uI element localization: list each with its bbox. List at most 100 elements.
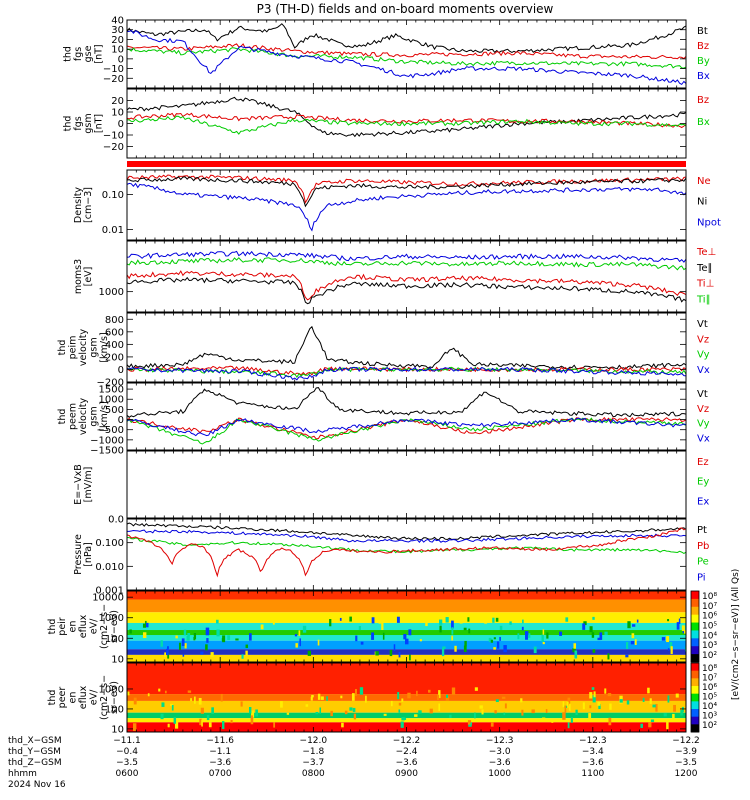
y-axis-label: (cm2−s−: [99, 604, 110, 649]
y-axis-label: moms3: [73, 259, 84, 294]
panel-3: 0.10 0.01 Density [cm−3] Ne Ni Npot: [73, 169, 721, 241]
legend-Vx: Vx: [697, 433, 710, 444]
legend-Bz: Bz: [697, 41, 709, 52]
x-tick-label: 1100: [581, 769, 604, 779]
x-tick-label: −3.6: [396, 758, 418, 768]
x-tick-label: −3.9: [675, 747, 697, 757]
figure-title: P3 (TH-D) fields and on-board moments ov…: [257, 2, 554, 16]
y-axis-label: sr−eV): [109, 610, 120, 643]
y-tick-label: 500: [105, 405, 124, 416]
spectrogram-10: [127, 663, 686, 732]
y-tick-label: 100: [105, 704, 124, 715]
colorbar-tick-label: 10³: [702, 712, 717, 722]
y-tick-label: 0.100: [95, 538, 124, 549]
series-Pb: [127, 527, 686, 578]
series-Pt: [127, 522, 686, 541]
x-tick-label: 1200: [675, 769, 698, 779]
series-Ti⊥: [127, 250, 686, 263]
legend-Ne: Ne: [697, 176, 711, 187]
y-tick-label: 0.010: [95, 562, 124, 573]
x-tick-label: 0900: [395, 769, 418, 779]
y-tick-label: 0: [118, 119, 124, 130]
x-axis-row-label: thd_X−GSM: [8, 736, 62, 746]
y-tick-label: 1000: [99, 684, 124, 695]
date-label: 2024 Nov 16: [8, 780, 66, 790]
y-axis-label: gsm: [88, 406, 99, 426]
spectrogram-9: [127, 591, 686, 662]
y-tick-label: 600: [105, 327, 124, 338]
x-tick-label: −1.1: [209, 747, 231, 757]
x-tick-label: −3.4: [582, 747, 604, 757]
legend-Ex: Ex: [697, 496, 709, 507]
y-tick-label: 30: [111, 25, 124, 36]
colorbar-tick-label: 10⁸: [702, 592, 717, 602]
panel-4: 1000 moms3 [eV] Te⊥ Te∥ Ti⊥ Ti∥: [73, 240, 716, 313]
x-axis-row-label: hhmm: [8, 769, 37, 779]
legend-Vx: Vx: [697, 365, 710, 376]
legend-Pi: Pi: [697, 572, 706, 583]
y-tick-label: 10: [111, 108, 124, 119]
y-tick-label: −1000: [90, 435, 124, 446]
x-tick-label: −11.6: [206, 736, 234, 746]
legend-Npot: Npot: [697, 217, 721, 228]
legend-Vt: Vt: [697, 319, 708, 330]
series-Ti∥: [127, 257, 686, 271]
colorbar-label: [eV/(cm2−s−sr−eV)] (All Qs): [731, 569, 741, 700]
y-axis-label: eV/: [88, 618, 99, 634]
y-axis-label: thd: [47, 690, 58, 706]
legend-Vy: Vy: [697, 419, 710, 430]
y-tick-label: 800: [105, 315, 124, 326]
y-tick-label: 20: [111, 96, 124, 107]
y-axis-label: fgs: [73, 47, 84, 61]
series-Vx: [127, 417, 686, 437]
y-tick-label: 40: [111, 16, 124, 27]
legend-Vz: Vz: [697, 334, 709, 345]
x-tick-label: 0800: [302, 769, 325, 779]
y-axis-label: eflux: [78, 685, 89, 709]
y-tick-label: 10: [111, 45, 124, 56]
y-tick-label: 1000: [99, 395, 124, 406]
series-Vt: [127, 387, 686, 418]
legend-Ti⊥: Ti⊥: [696, 279, 714, 290]
legend-Ti∥: Ti∥: [696, 294, 711, 305]
y-axis-label: [nT]: [94, 114, 105, 133]
y-axis-label: [cm−3]: [83, 187, 94, 223]
y-axis-label: en: [68, 692, 79, 704]
y-axis-label: Pressure: [73, 534, 84, 575]
x-tick-label: −11.1: [113, 736, 141, 746]
y-tick-label: 100: [105, 634, 124, 645]
series-Bt: [127, 23, 686, 54]
y-tick-label: 1000: [99, 287, 124, 298]
y-axis-label: en: [68, 621, 79, 633]
colorbar-tick-label: 10²: [702, 721, 717, 731]
x-tick-label: −1.8: [302, 747, 324, 757]
series-Bz: [127, 43, 686, 60]
series-Bz: [127, 112, 686, 129]
y-tick-label: 0: [118, 365, 124, 376]
x-tick-label: 0600: [116, 769, 139, 779]
y-tick-label: −10: [103, 64, 124, 75]
y-tick-label: −200: [97, 378, 124, 389]
y-axis-label: gsm: [83, 113, 94, 133]
x-tick-label: −3.6: [582, 758, 604, 768]
y-tick-label: −20: [103, 74, 124, 85]
y-tick-label: 0.0: [108, 515, 124, 526]
y-axis-label: sr−eV): [109, 681, 120, 714]
legend-Pt: Pt: [697, 525, 707, 536]
y-tick-label: 20: [111, 35, 124, 46]
legend-Bt: Bt: [697, 26, 708, 37]
y-axis-label: eflux: [78, 614, 89, 638]
colorbar-tick-label: 10⁴: [702, 631, 717, 641]
y-tick-label: −500: [97, 425, 124, 436]
y-axis-label: peem: [68, 403, 79, 430]
y-tick-label: 1500: [99, 385, 124, 396]
